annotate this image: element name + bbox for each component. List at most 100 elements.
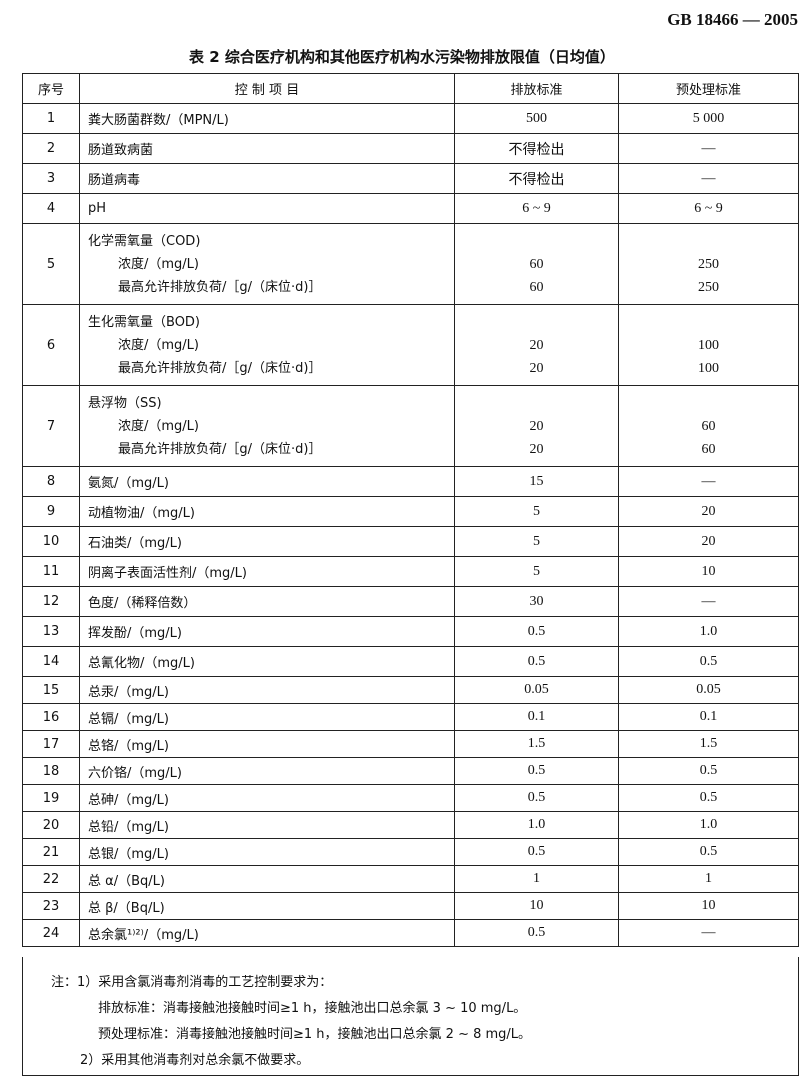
sub-discharge-value: 60: [529, 256, 544, 272]
pretreat-value: 1.0: [618, 616, 799, 647]
discharge-value: 10: [454, 892, 619, 920]
row-number: 15: [22, 676, 80, 704]
standard-code: GB 18466 — 2005: [667, 10, 798, 29]
discharge-value: 20 20: [454, 385, 619, 467]
sub-item-label: 最高允许排放负荷/［g/（床位·d)］: [118, 360, 322, 376]
table-row: 2 肠道致病菌 不得检出 —: [22, 133, 799, 164]
control-item: 总铬/（mg/L): [79, 730, 455, 758]
spacer: [627, 230, 790, 253]
note-1-discharge: 排放标准：消毒接触池接触时间≥1 h，接触池出口总余氯 3 ~ 10 mg/L。: [98, 1001, 527, 1016]
row-number: 4: [22, 193, 80, 224]
control-item: 总余氯¹⁾²⁾/（mg/L): [79, 919, 455, 947]
table-row: 3 肠道病毒 不得检出 —: [22, 163, 799, 194]
control-item: pH: [79, 193, 455, 224]
sub-pretreat-value: 100: [698, 337, 719, 353]
row-number: 2: [22, 133, 80, 164]
pretreat-value: 60 60: [618, 385, 799, 467]
pretreat-value: —: [618, 466, 799, 497]
pretreat-value: —: [618, 919, 799, 947]
row-number: 12: [22, 586, 80, 617]
table-row: 17 总铬/（mg/L) 1.5 1.5: [22, 730, 799, 758]
table-header-row: 序号 控 制 项 目 排放标准 预处理标准: [22, 73, 799, 104]
discharge-value: 0.05: [454, 676, 619, 704]
header-pretreat: 预处理标准: [618, 73, 799, 104]
discharge-value: 0.1: [454, 703, 619, 731]
discharge-value: 0.5: [454, 919, 619, 947]
item-label: 生化需氧量（BOD): [88, 314, 201, 330]
spacer: [627, 311, 790, 334]
spacer: [463, 230, 610, 253]
header-discharge: 排放标准: [454, 73, 619, 104]
pretreat-value: 250 250: [618, 223, 799, 305]
row-number: 8: [22, 466, 80, 497]
control-item: 总 α/（Bq/L): [79, 865, 455, 893]
table-row: 18 六价铬/（mg/L) 0.5 0.5: [22, 757, 799, 785]
row-number: 22: [22, 865, 80, 893]
spacer: [463, 392, 610, 415]
table-row: 20 总铅/（mg/L) 1.0 1.0: [22, 811, 799, 839]
row-number: 6: [22, 304, 80, 386]
row-number: 7: [22, 385, 80, 467]
control-item: 六价铬/（mg/L): [79, 757, 455, 785]
sub-pretreat-value: 60: [701, 418, 716, 434]
pretreat-value: 1.0: [618, 811, 799, 839]
table-row: 1 粪大肠菌群数/（MPN/L) 500 5 000: [22, 103, 799, 134]
table-row: 24 总余氯¹⁾²⁾/（mg/L) 0.5—: [22, 919, 799, 947]
control-item: 总氰化物/（mg/L): [79, 646, 455, 677]
control-item: 生化需氧量（BOD) 浓度/（mg/L) 最高允许排放负荷/［g/（床位·d)］: [79, 304, 455, 386]
control-item: 总 β/（Bq/L): [79, 892, 455, 920]
table-title: 表 2 综合医疗机构和其他医疗机构水污染物排放限值（日均值）: [189, 48, 615, 66]
control-item: 肠道致病菌: [79, 133, 455, 164]
discharge-value: 0.5: [454, 646, 619, 677]
pretreat-value: 5 000: [618, 103, 799, 134]
discharge-value: 不得检出: [454, 163, 619, 194]
discharge-value: 15: [454, 466, 619, 497]
sub-item-label: 最高允许排放负荷/［g/（床位·d)］: [118, 441, 322, 457]
control-item: 石油类/（mg/L): [79, 526, 455, 557]
table-row: 9 动植物油/（mg/L) 5 20: [22, 496, 799, 527]
row-number: 14: [22, 646, 80, 677]
table-row: 21 总银/（mg/L) 0.5 0.5: [22, 838, 799, 866]
table-notes: 注：1）采用含氯消毒剂消毒的工艺控制要求为： 排放标准：消毒接触池接触时间≥1 …: [22, 957, 799, 1076]
discharge-value: 60 60: [454, 223, 619, 305]
table-row: 22 总 α/（Bq/L) 1 1: [22, 865, 799, 893]
item-label: 化学需氧量（COD): [88, 233, 201, 249]
discharge-value: 5: [454, 496, 619, 527]
discharge-value: 0.5: [454, 616, 619, 647]
pretreat-value: 20: [618, 496, 799, 527]
table-row: 23 总 β/（Bq/L) 10 10: [22, 892, 799, 920]
discharge-value: 1.0: [454, 811, 619, 839]
table-row: 10 石油类/（mg/L) 5 20: [22, 526, 799, 557]
sub-discharge-value: 20: [529, 360, 544, 376]
control-item: 氨氮/（mg/L): [79, 466, 455, 497]
spacer: [627, 392, 790, 415]
pretreat-value: —: [618, 163, 799, 194]
pretreat-value: —: [618, 586, 799, 617]
sub-discharge-value: 20: [529, 337, 544, 353]
discharge-value: 5: [454, 526, 619, 557]
table-row: 13 挥发酚/（mg/L) 0.5 1.0: [22, 616, 799, 647]
pretreat-value: 10: [618, 892, 799, 920]
control-item: 总汞/（mg/L): [79, 676, 455, 704]
control-item: 化学需氧量（COD) 浓度/（mg/L) 最高允许排放负荷/［g/（床位·d)］: [79, 223, 455, 305]
control-item: 动植物油/（mg/L): [79, 496, 455, 527]
header-item: 控 制 项 目: [79, 73, 455, 104]
table-row: 12 色度/（稀释倍数） 30—: [22, 586, 799, 617]
table-row: 14 总氰化物/（mg/L) 0.5 0.5: [22, 646, 799, 677]
limits-table: 序号 控 制 项 目 排放标准 预处理标准 1 粪大肠菌群数/（MPN/L) 500…: [22, 73, 799, 947]
control-item: 总铅/（mg/L): [79, 811, 455, 839]
control-item: 总银/（mg/L): [79, 838, 455, 866]
pretreat-value: 6 ~ 9: [618, 193, 799, 224]
control-item: 粪大肠菌群数/（MPN/L): [79, 103, 455, 134]
pretreat-value: 100 100: [618, 304, 799, 386]
sub-discharge-value: 20: [529, 418, 544, 434]
pretreat-value: 1.5: [618, 730, 799, 758]
discharge-value: 30: [454, 586, 619, 617]
row-number: 9: [22, 496, 80, 527]
row-number: 18: [22, 757, 80, 785]
control-item: 色度/（稀释倍数）: [79, 586, 455, 617]
row-number: 1: [22, 103, 80, 134]
pretreat-value: 0.5: [618, 784, 799, 812]
row-number: 19: [22, 784, 80, 812]
